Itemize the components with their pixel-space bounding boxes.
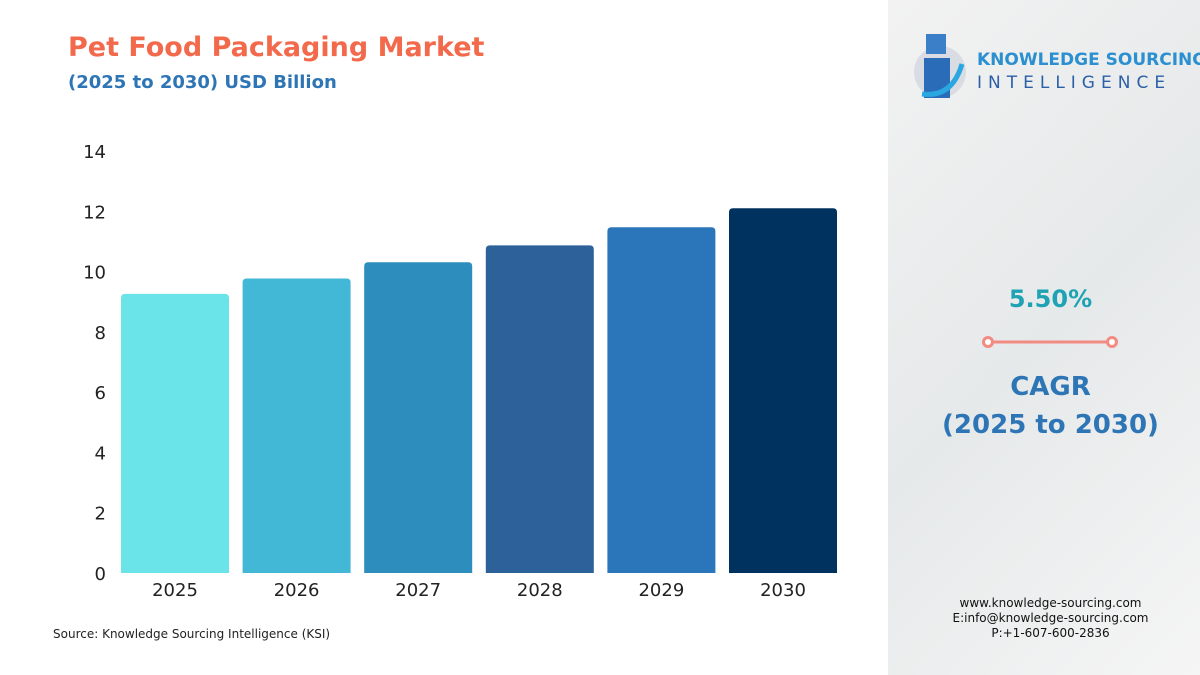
bar-chart: 0 2 4 6 8 10 12 14 2025 2026 2027 2028 2029 2030	[83, 142, 837, 601]
website-link[interactable]: www.knowledge-sourcing.com	[959, 596, 1142, 610]
x-tick-label: 2026	[274, 580, 320, 601]
logo-text-1: KNOWLEDGE SOURCING	[977, 50, 1200, 70]
chart-title: Pet Food Packaging Market	[68, 32, 485, 63]
cagr-period: (2025 to 2030)	[942, 410, 1159, 440]
x-tick-label: 2030	[760, 580, 806, 601]
bar-2028	[485, 245, 594, 573]
contact-info: www.knowledge-sourcing.com E:info@knowled…	[888, 596, 1200, 641]
bar-2025	[121, 293, 229, 573]
y-tick-label: 2	[95, 504, 106, 525]
y-tick-label: 10	[83, 263, 106, 284]
y-tick-label: 8	[95, 323, 106, 344]
logo: KNOWLEDGE SOURCING INTELLIGENCE	[912, 28, 1200, 104]
y-tick-label: 0	[95, 564, 106, 585]
cagr-divider	[982, 336, 1118, 348]
logo-icon	[914, 34, 966, 98]
chart-subtitle: (2025 to 2030) USD Billion	[68, 72, 337, 93]
y-tick-label: 12	[83, 202, 106, 223]
source-note: Source: Knowledge Sourcing Intelligence …	[53, 627, 331, 641]
cagr-label: CAGR (2025 to 2030)	[888, 368, 1200, 444]
bar-2027	[364, 262, 473, 573]
y-tick-label: 14	[83, 142, 106, 163]
email-link[interactable]: E:info@knowledge-sourcing.com	[952, 611, 1149, 625]
cagr-value: 5.50%	[1008, 285, 1093, 313]
y-tick-label: 4	[95, 443, 106, 464]
x-tick-label: 2028	[517, 580, 563, 601]
y-tick-label: 6	[95, 383, 106, 404]
logo-text-2: INTELLIGENCE	[977, 73, 1172, 93]
side-panel	[888, 0, 1200, 675]
x-tick-label: 2029	[638, 580, 684, 601]
x-tick-label: 2025	[152, 580, 198, 601]
bar-2029	[607, 227, 716, 574]
phone-number: P:+1-607-600-2836	[991, 626, 1110, 640]
bar-2026	[242, 278, 351, 573]
bar-2030	[729, 208, 837, 573]
x-tick-label: 2027	[395, 580, 441, 601]
cagr-label-text: CAGR	[1010, 372, 1091, 402]
